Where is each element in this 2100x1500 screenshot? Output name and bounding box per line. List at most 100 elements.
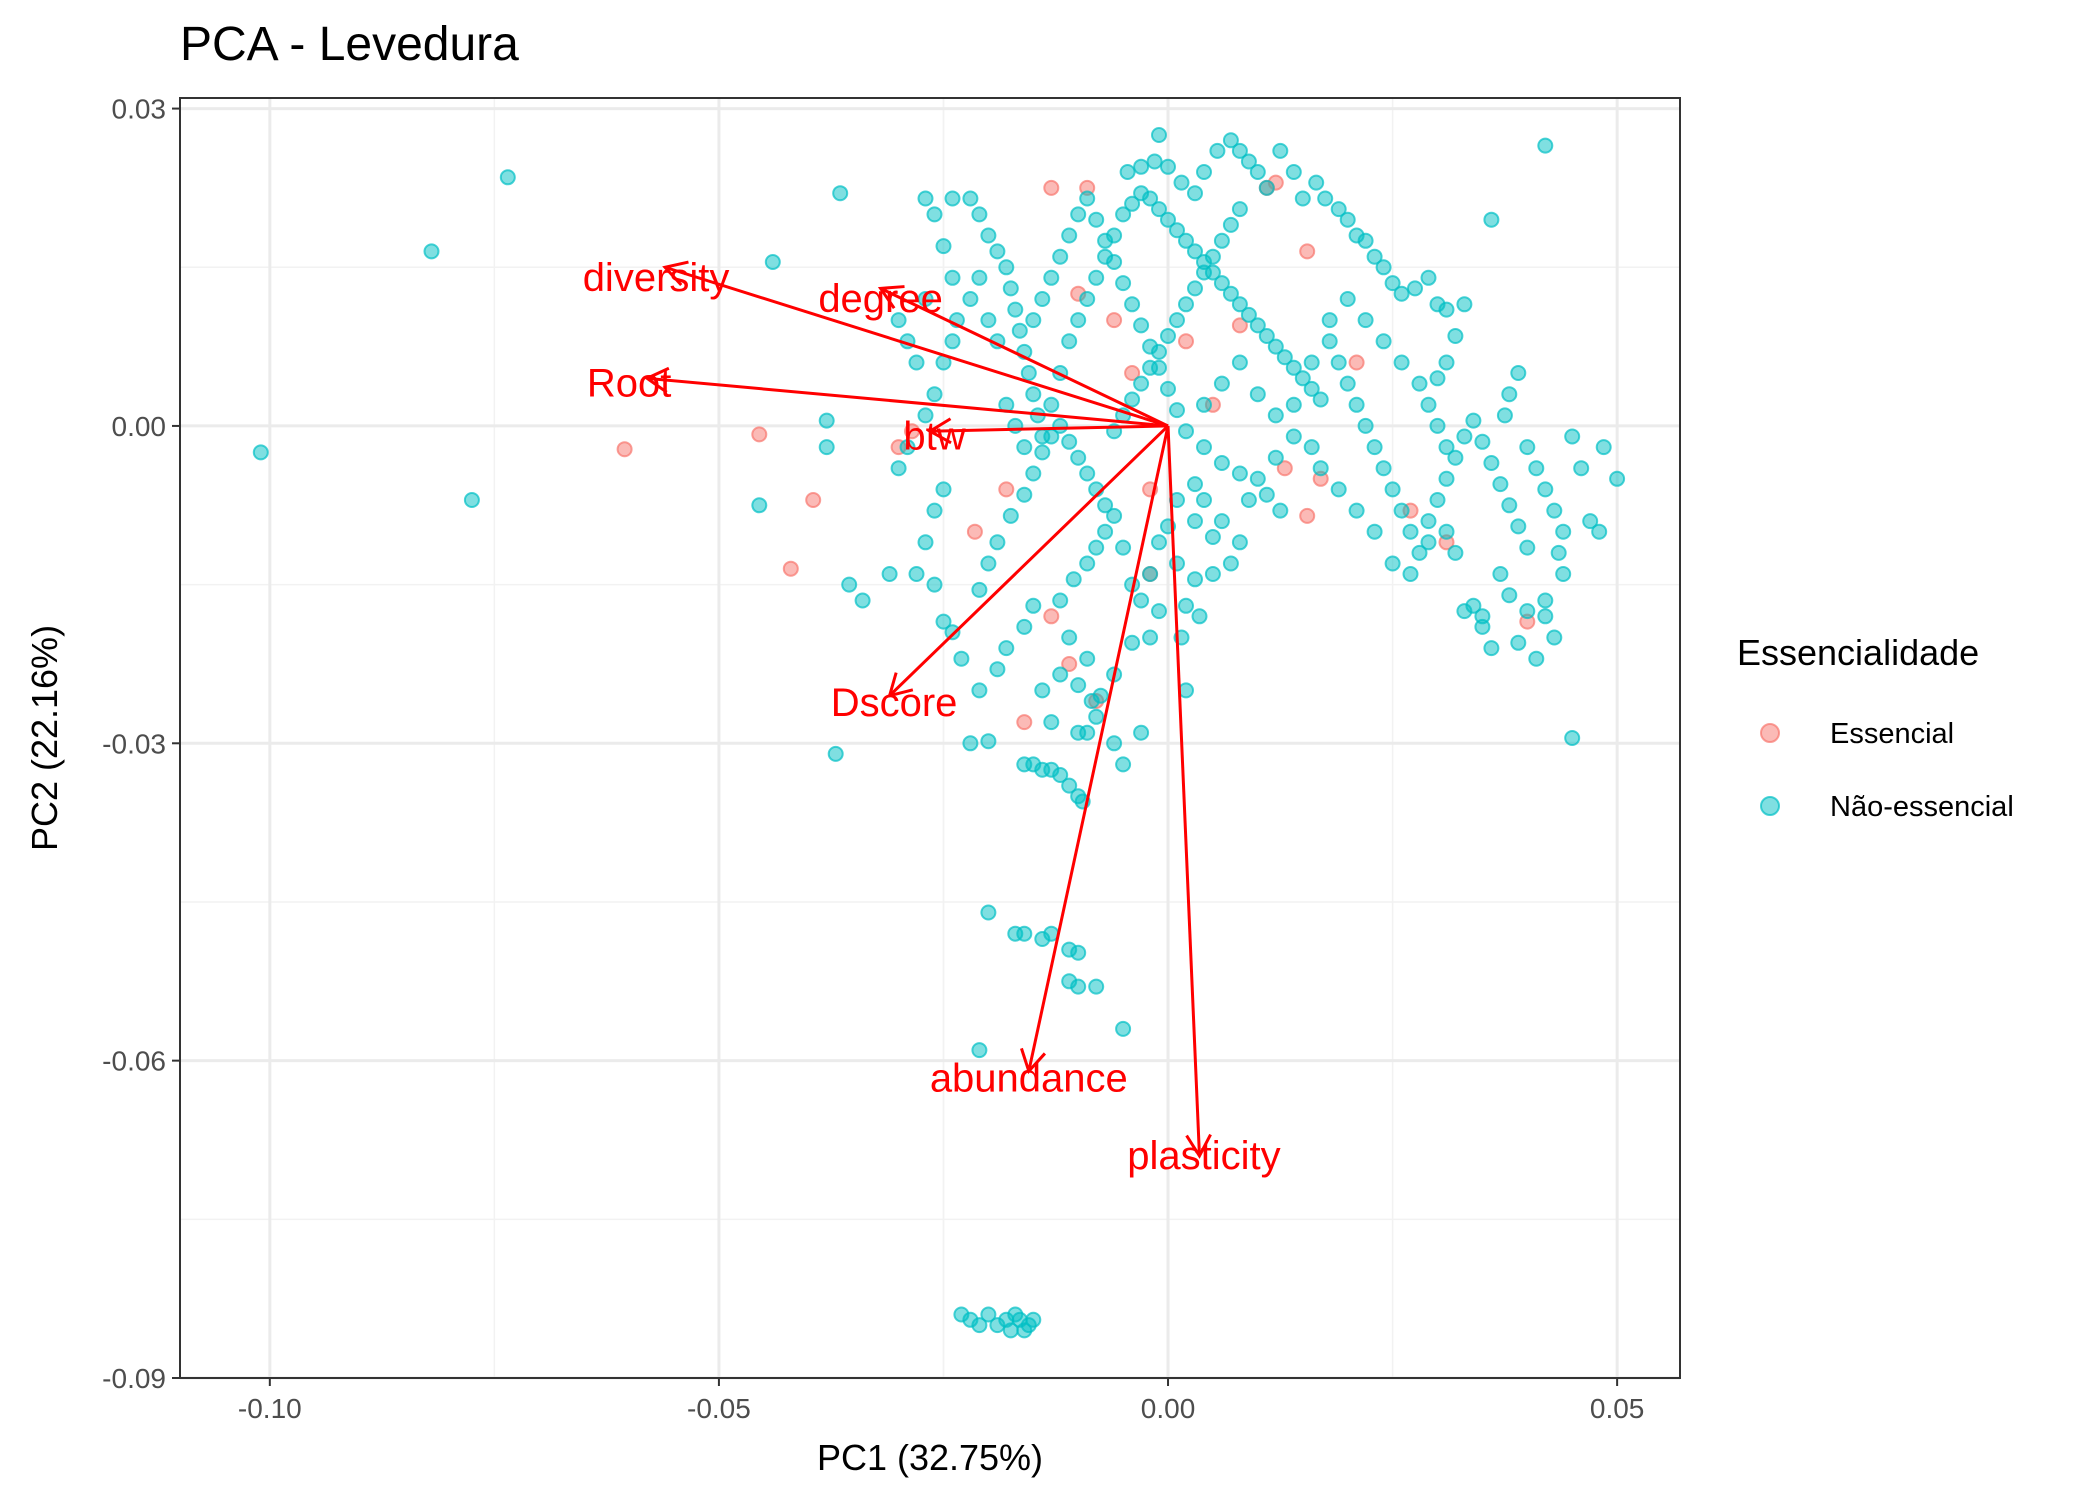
data-point [1061, 433, 1078, 450]
data-point [764, 254, 781, 270]
data-point [1070, 206, 1087, 223]
legend-label: Não-essencial [1830, 791, 2014, 823]
data-point [1052, 417, 1069, 434]
data-point [971, 581, 988, 598]
y-axis-title: PC2 (22.16%) [24, 625, 65, 851]
data-point [1317, 190, 1334, 207]
data-point [1092, 687, 1109, 704]
data-point [1402, 566, 1419, 582]
data-point [1330, 481, 1347, 498]
data-point [1043, 269, 1060, 286]
data-point [1285, 164, 1302, 180]
data-point [908, 566, 925, 582]
data-point [1196, 264, 1212, 281]
data-point [971, 682, 988, 699]
data-point [962, 190, 979, 207]
data-point [1187, 513, 1203, 530]
data-point [1411, 544, 1428, 561]
loading-arrow-head [887, 672, 914, 698]
data-point [1276, 349, 1293, 366]
y-tick-label: -0.06 [102, 1046, 166, 1077]
data-point [1070, 449, 1087, 466]
data-point [980, 227, 997, 244]
data-point [1231, 142, 1248, 159]
data-point [818, 412, 835, 429]
data-point [1142, 566, 1159, 582]
legend-label: Essencial [1830, 718, 1954, 750]
data-point [1151, 127, 1167, 143]
data-point [989, 661, 1006, 678]
data-point [1124, 296, 1141, 313]
data-point [1375, 333, 1392, 350]
data-point [1308, 174, 1325, 191]
data-point [1204, 529, 1221, 545]
data-point [1420, 513, 1437, 530]
loading-arrow-line [1166, 425, 1201, 1156]
y-tick-label: 0.03 [112, 94, 167, 125]
data-point [1160, 211, 1176, 228]
data-point [1564, 428, 1581, 445]
data-point [1285, 396, 1302, 413]
data-point [1043, 608, 1060, 625]
data-point [908, 354, 925, 371]
data-point [962, 291, 979, 307]
data-point [980, 312, 997, 329]
data-point [1528, 460, 1545, 477]
data-point [1249, 386, 1266, 403]
data-point [1025, 386, 1042, 403]
loading-abundance: abundance [930, 425, 1170, 1101]
data-point [1016, 714, 1033, 731]
data-point [1591, 523, 1608, 540]
data-point [1267, 407, 1284, 424]
data-point [926, 576, 943, 593]
x-tick-label: 0.05 [1590, 1393, 1645, 1424]
data-point [1133, 724, 1150, 741]
data-point [1267, 338, 1284, 355]
data-point [1222, 285, 1239, 302]
data-point [1070, 944, 1087, 961]
data-point [1213, 275, 1230, 292]
data-point [1209, 142, 1226, 159]
loading-label: Root [587, 362, 672, 406]
data-point [1285, 359, 1302, 376]
data-point [1079, 650, 1096, 667]
x-tick-label: -0.05 [687, 1393, 751, 1424]
y-tick-label: -0.09 [102, 1363, 166, 1394]
data-point [1204, 248, 1221, 265]
data-point [1375, 259, 1392, 276]
data-point [1124, 365, 1141, 381]
loading-label: btw [903, 415, 965, 459]
data-point [1438, 301, 1455, 318]
data-point [980, 904, 997, 921]
data-point [1429, 417, 1446, 434]
data-point [1407, 280, 1423, 297]
data-point [1429, 492, 1446, 508]
data-point [1267, 449, 1284, 466]
data-point [1384, 275, 1401, 292]
data-point [841, 576, 858, 593]
data-point [1222, 132, 1239, 149]
data-point [1303, 380, 1320, 397]
data-point [1020, 365, 1037, 381]
data-point [1222, 555, 1239, 572]
data-point [1348, 502, 1365, 519]
data-point [1088, 708, 1105, 725]
data-point [751, 426, 768, 443]
data-point [1474, 433, 1491, 450]
data-point [1097, 232, 1114, 249]
data-point [1456, 428, 1473, 445]
data-point [1456, 296, 1473, 313]
data-point [1519, 439, 1536, 456]
data-point [1097, 523, 1114, 540]
data-point [962, 735, 979, 752]
loading-label: abundance [930, 1057, 1128, 1101]
data-point [1187, 476, 1203, 493]
data-point [1537, 592, 1554, 609]
data-point [1178, 296, 1194, 313]
data-point [917, 407, 934, 424]
data-point [1011, 322, 1028, 339]
data-point [1061, 777, 1078, 794]
data-point [1187, 185, 1203, 202]
data-point [1169, 312, 1185, 329]
data-point [1231, 354, 1248, 371]
